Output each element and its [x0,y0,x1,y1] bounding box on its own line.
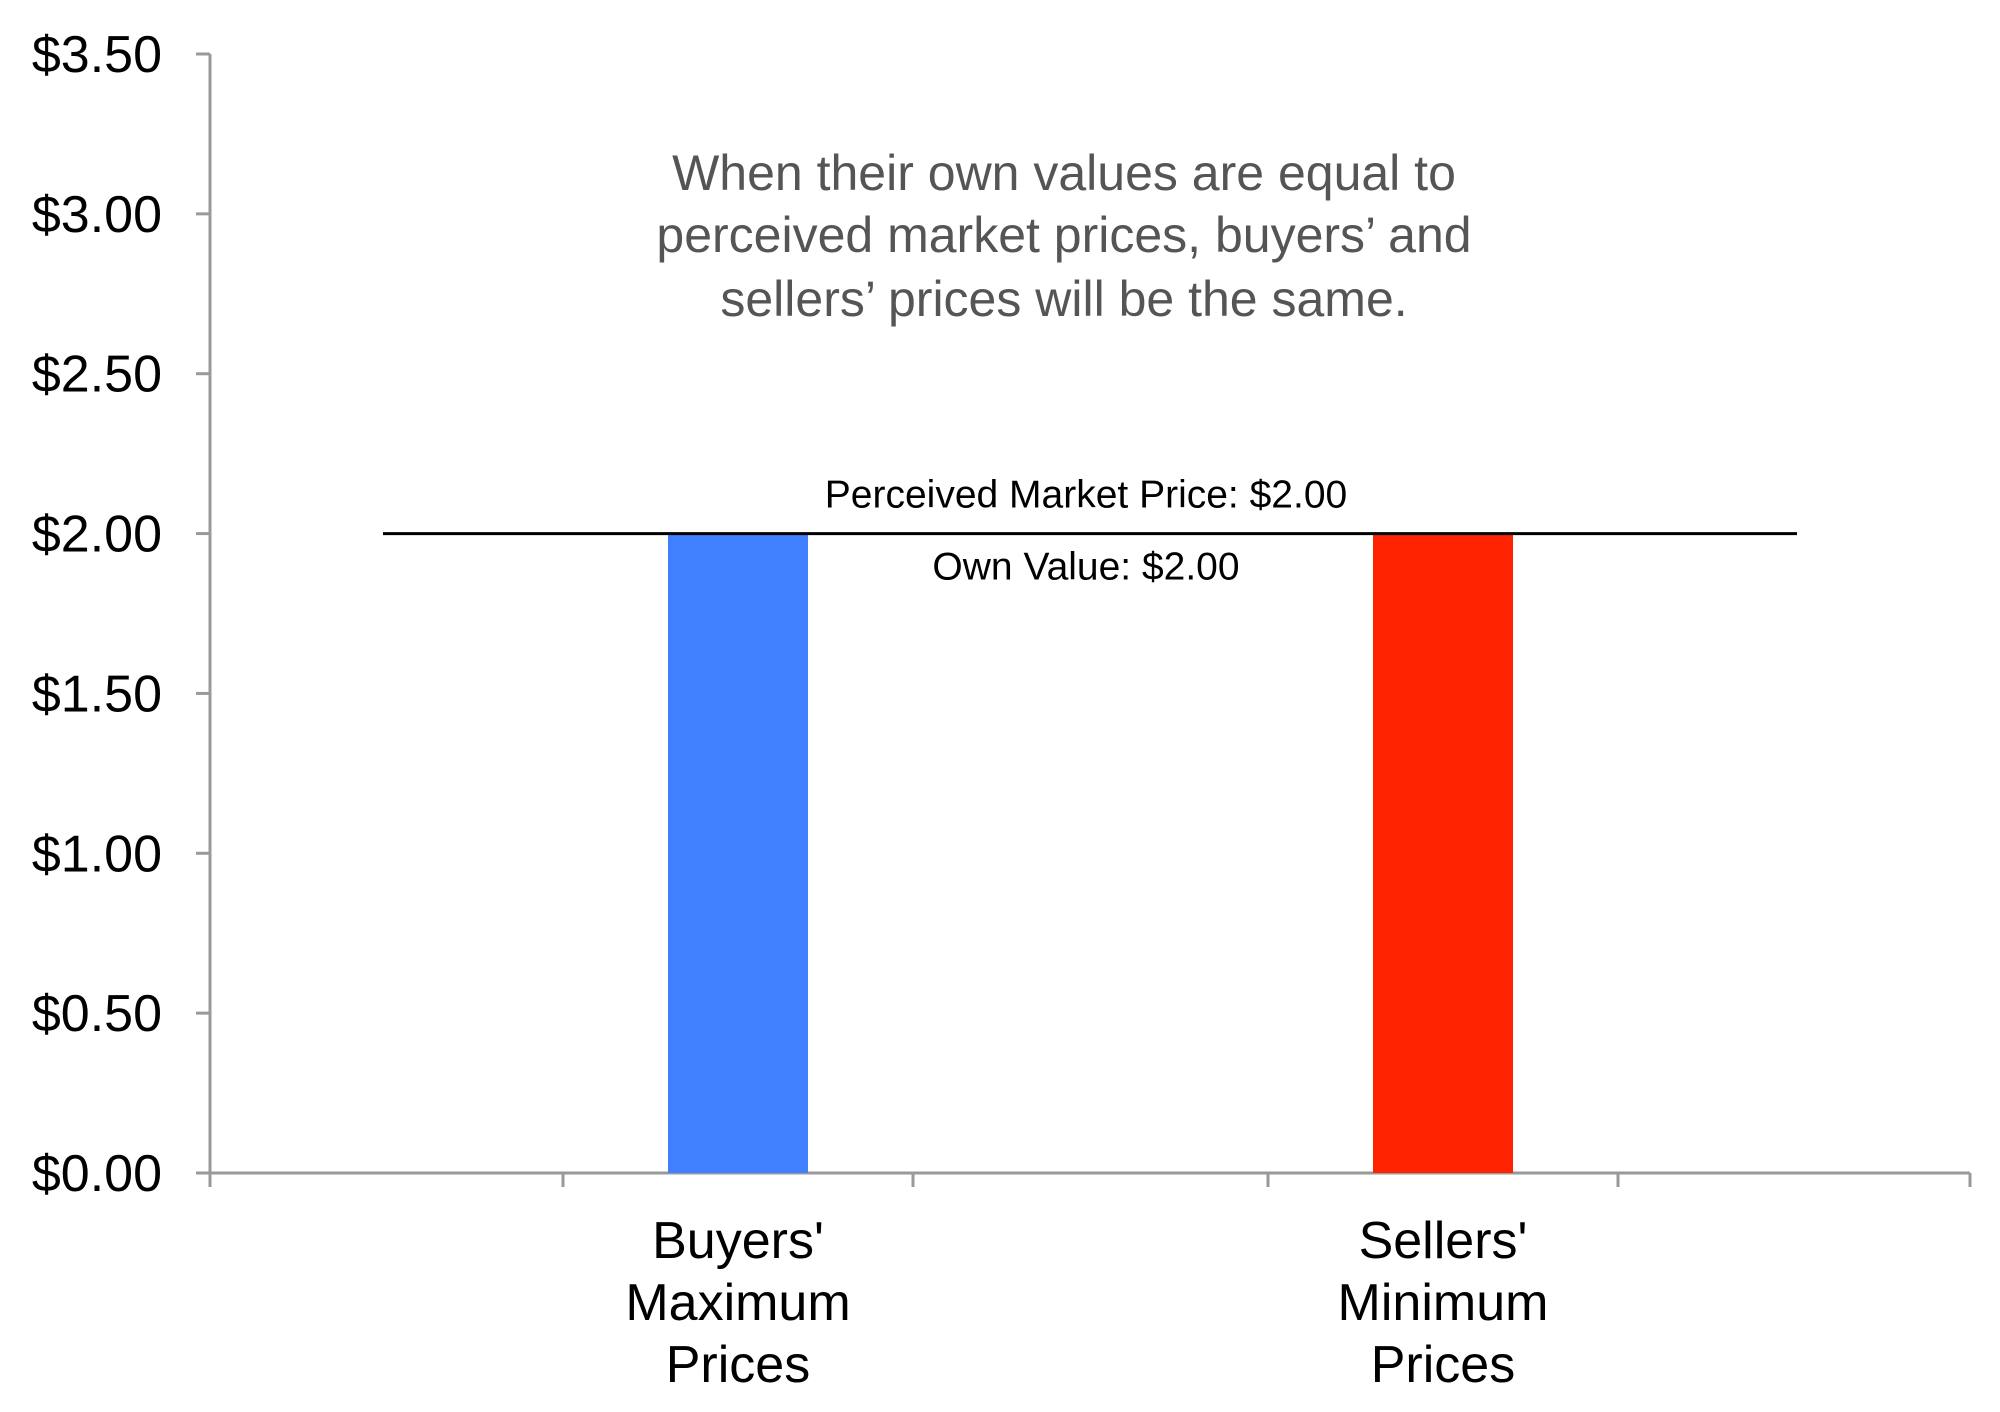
y-tick-label: $2.50 [32,346,162,404]
annotation-line: sellers’ prices will be the same. [720,271,1407,327]
reference-label-below: Own Value: $2.00 [932,546,1239,589]
x-category-label: Prices [1371,1336,1515,1394]
x-category-label: Maximum [625,1274,850,1332]
y-tick-label: $2.00 [32,506,162,564]
y-tick-label: $3.00 [32,186,162,244]
annotation: When their own values are equal to percei… [656,145,1471,327]
annotation-line: perceived market prices, buyers’ and [656,207,1471,263]
annotation-line: When their own values are equal to [672,145,1456,201]
bars [668,533,1513,1173]
x-category-label: Buyers' [652,1212,824,1270]
bar-sellers-minimum-prices [1373,533,1513,1173]
y-tick-label: $0.50 [32,985,162,1043]
axes: $0.00 $0.50 $1.00 $1.50 $2.00 $2.50 $3.00 $3.50… [32,26,1972,1394]
x-category-label: Sellers' [1359,1212,1528,1270]
y-tick-label: $1.50 [32,665,162,723]
x-category-label: Minimum [1338,1274,1549,1332]
y-tick-label: $1.00 [32,825,162,883]
reference-line-group: Perceived Market Price: $2.00 Own Value: … [383,474,1797,589]
x-category-label: Prices [666,1336,810,1394]
y-tick-label: $0.00 [32,1145,162,1203]
y-tick-label: $3.50 [32,26,162,84]
reference-label-above: Perceived Market Price: $2.00 [825,474,1347,517]
bar-buyers-maximum-prices [668,533,808,1173]
